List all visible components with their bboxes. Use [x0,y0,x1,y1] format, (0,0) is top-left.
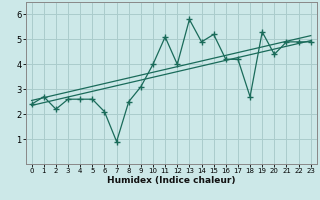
X-axis label: Humidex (Indice chaleur): Humidex (Indice chaleur) [107,176,236,185]
